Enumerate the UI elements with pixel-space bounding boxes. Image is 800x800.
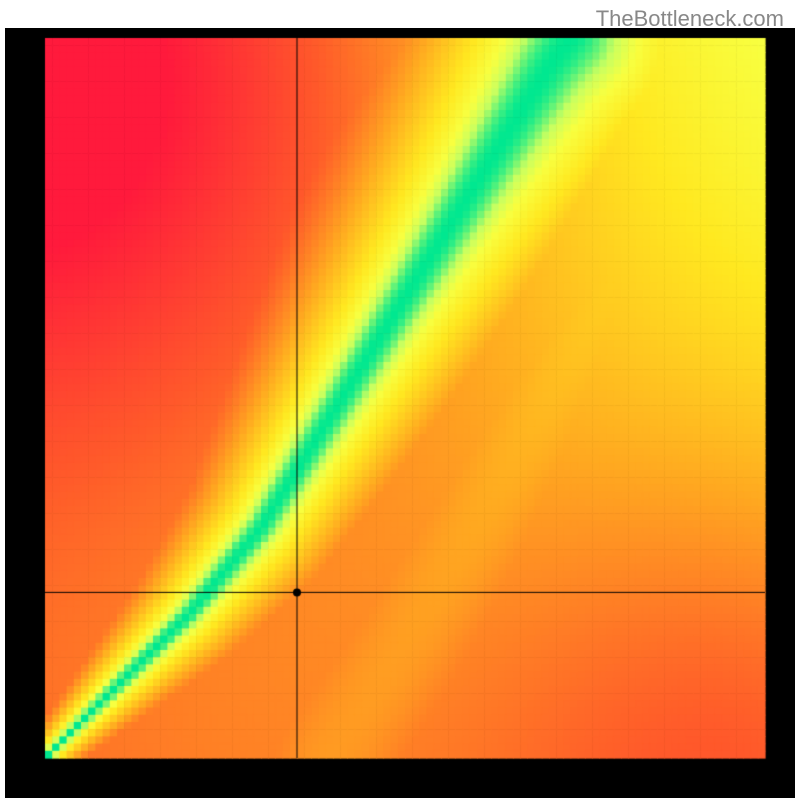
watermark-text: TheBottleneck.com — [596, 6, 784, 32]
heatmap-plot — [5, 28, 795, 798]
root: TheBottleneck.com — [0, 0, 800, 800]
heatmap-canvas — [5, 28, 795, 798]
